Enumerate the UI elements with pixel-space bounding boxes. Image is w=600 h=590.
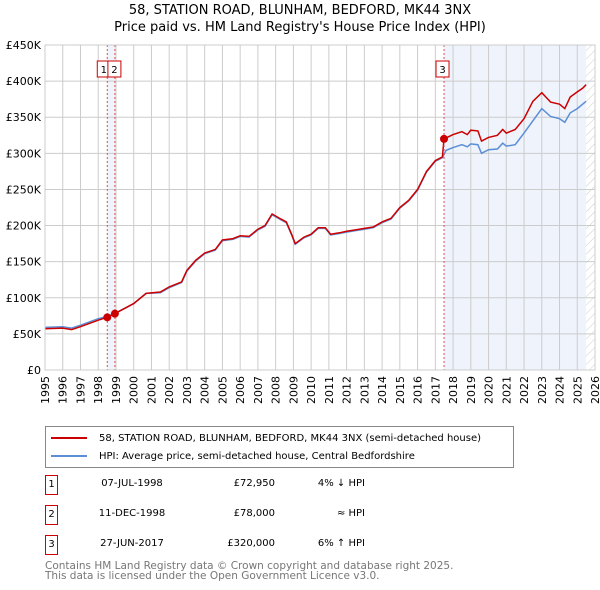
x-tick-label: 2003: [181, 376, 194, 404]
x-tick-label: 2013: [358, 376, 371, 404]
chart-subtitle: Price paid vs. HM Land Registry's House …: [114, 20, 486, 35]
y-tick-label: £100K: [6, 292, 42, 305]
y-tick-label: £200K: [6, 220, 42, 233]
sale-hpi-relation: ≈ HPI: [336, 508, 365, 519]
footer-line2: This data is licensed under the Open Gov…: [45, 570, 380, 582]
y-tick-label: £450K: [6, 39, 42, 52]
chart-title: 58, STATION ROAD, BLUNHAM, BEDFORD, MK44…: [128, 3, 472, 18]
sale-point: [110, 309, 119, 318]
plot-border: [44, 44, 596, 371]
y-tick-label: £50K: [13, 328, 42, 341]
x-tick-label: 1998: [92, 376, 105, 404]
x-tick-label: 1999: [110, 376, 123, 404]
sale-price: £72,950: [233, 478, 275, 489]
sale-date: 07-JUL-1998: [101, 478, 163, 489]
sale-date: 27-JUN-2017: [100, 538, 164, 549]
footer: Contains HM Land Registry data © Crown c…: [45, 560, 454, 582]
x-tick-label: 2023: [536, 376, 549, 404]
sale-point: [440, 134, 449, 143]
legend-swatch-hpi: [51, 455, 87, 457]
legend: 58, STATION ROAD, BLUNHAM, BEDFORD, MK44…: [45, 426, 514, 468]
sale-label: 2: [111, 65, 117, 76]
y-tick-label: £400K: [6, 75, 42, 88]
x-tick-label: 2000: [128, 376, 141, 404]
x-tick-label: 2001: [145, 376, 158, 404]
sale-row: 3 27-JUN-2017 £320,000 6% ↑ HPI: [45, 535, 445, 555]
x-tick-label: 2007: [252, 376, 265, 404]
sale-hpi-relation: 6% ↑ HPI: [317, 538, 365, 549]
x-tick-label: 2020: [483, 376, 496, 404]
x-tick-label: 2010: [305, 376, 318, 404]
x-tick-label: 1995: [39, 376, 52, 404]
x-tick-label: 2004: [199, 376, 212, 404]
sale-row: 1 07-JUL-1998 £72,950 4% ↓ HPI: [45, 475, 445, 495]
x-tick-label: 2025: [571, 376, 584, 404]
y-tick-label: £300K: [6, 147, 42, 160]
sale-date: 11-DEC-1998: [98, 508, 166, 519]
x-tick-label: 1997: [74, 376, 87, 404]
x-tick-label: 1996: [57, 376, 70, 404]
x-tick-label: 2019: [465, 376, 478, 404]
sale-label-box: [435, 60, 450, 78]
sale-number-badge: 2: [45, 505, 58, 525]
x-tick-label: 2018: [447, 376, 460, 404]
legend-property: 58, STATION ROAD, BLUNHAM, BEDFORD, MK44…: [99, 432, 482, 444]
legend-swatch-property: [51, 437, 87, 439]
x-tick-label: 2026: [589, 376, 600, 404]
x-tick-label: 2011: [323, 376, 336, 404]
sale-hpi-relation: 4% ↓ HPI: [317, 478, 365, 489]
sale-row: 2 11-DEC-1998 £78,000 ≈ HPI: [45, 505, 445, 525]
x-tick-label: 2012: [341, 376, 354, 404]
sale-number-badge: 1: [45, 475, 58, 495]
x-tick-label: 2002: [163, 376, 176, 404]
shaded-region-2: [444, 45, 587, 370]
forecast-hatch: [586, 45, 595, 370]
y-tick-label: £250K: [6, 183, 42, 196]
sale-price: £320,000: [227, 538, 275, 549]
x-tick-label: 2021: [500, 376, 513, 404]
legend-hpi: HPI: Average price, semi-detached house,…: [99, 450, 415, 462]
property-price-line: [44, 84, 587, 331]
sale-price: £78,000: [233, 508, 275, 519]
x-tick-label: 2022: [518, 376, 531, 404]
sale-label: 3: [439, 65, 445, 76]
footer-line1: Contains HM Land Registry data © Crown c…: [45, 560, 454, 572]
sale-point: [103, 313, 112, 322]
shaded-region-1: [107, 45, 115, 370]
y-tick-label: £350K: [6, 111, 42, 124]
sale-label-box: [107, 60, 122, 78]
sale-number-badge: 3: [45, 535, 58, 555]
x-tick-label: 2017: [429, 376, 442, 404]
x-tick-label: 2014: [376, 376, 389, 404]
sale-label: 1: [101, 65, 107, 76]
x-tick-label: 2005: [216, 376, 229, 404]
x-tick-label: 2006: [234, 376, 247, 404]
x-tick-label: 2016: [412, 376, 425, 404]
x-tick-label: 2024: [554, 376, 567, 404]
y-tick-label: £0: [27, 364, 41, 377]
price-chart: 1 2 3 1995 1996 1997 1998 1999 2000 2001 2002 2003 2…: [6, 39, 600, 404]
x-tick-label: 2015: [394, 376, 407, 404]
x-tick-label: 2009: [287, 376, 300, 404]
y-tick-label: £150K: [6, 256, 42, 269]
x-tick-label: 2008: [270, 376, 283, 404]
